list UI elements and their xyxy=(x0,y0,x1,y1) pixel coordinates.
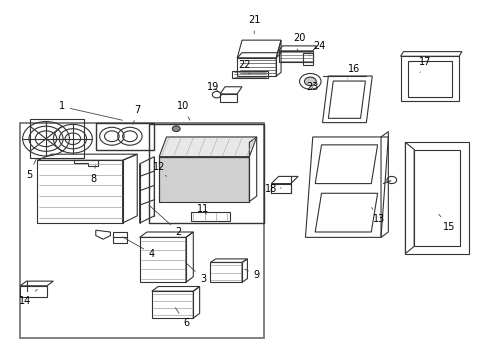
Bar xyxy=(149,125,264,223)
Text: 20: 20 xyxy=(292,33,305,51)
Text: 12: 12 xyxy=(153,162,166,176)
Bar xyxy=(210,262,242,282)
Text: 23: 23 xyxy=(306,82,318,92)
Bar xyxy=(152,291,193,318)
Text: 19: 19 xyxy=(206,82,219,92)
Bar xyxy=(96,123,154,149)
Text: 11: 11 xyxy=(197,204,209,215)
Text: 21: 21 xyxy=(247,15,260,34)
Text: 6: 6 xyxy=(175,308,189,328)
Bar xyxy=(190,212,229,221)
Text: 1: 1 xyxy=(59,102,122,120)
Bar xyxy=(20,123,264,338)
Text: 2: 2 xyxy=(149,205,182,237)
Text: 7: 7 xyxy=(133,105,140,124)
Text: 5: 5 xyxy=(26,159,36,180)
Text: 3: 3 xyxy=(185,262,206,284)
Polygon shape xyxy=(159,137,256,157)
Text: 15: 15 xyxy=(438,215,454,231)
Bar xyxy=(37,160,122,223)
Text: 4: 4 xyxy=(122,237,155,258)
Text: 24: 24 xyxy=(309,41,325,56)
Text: 8: 8 xyxy=(90,166,96,184)
Bar xyxy=(140,237,185,282)
Circle shape xyxy=(304,77,316,86)
Text: 9: 9 xyxy=(244,269,259,280)
Text: 18: 18 xyxy=(264,184,281,194)
Circle shape xyxy=(172,126,180,132)
Text: 10: 10 xyxy=(177,102,189,120)
Text: 14: 14 xyxy=(19,289,37,306)
Text: 17: 17 xyxy=(418,57,430,72)
Text: 22: 22 xyxy=(238,60,250,74)
Text: 16: 16 xyxy=(347,64,360,79)
Polygon shape xyxy=(159,157,249,202)
Text: 13: 13 xyxy=(371,207,384,224)
